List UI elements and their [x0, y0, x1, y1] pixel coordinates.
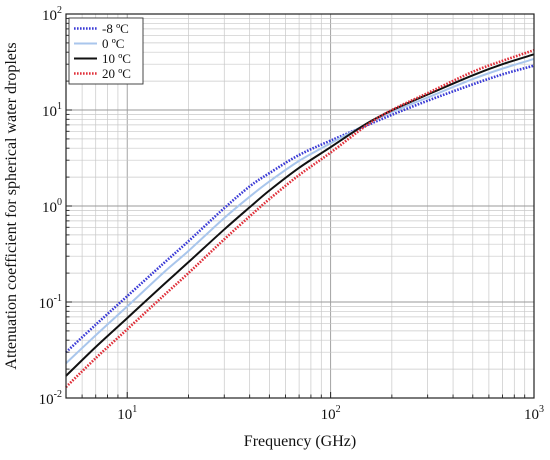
y-tick-label: 101	[42, 101, 62, 120]
x-axis-title: Frequency (GHz)	[244, 433, 356, 450]
y-tick-label: 100	[42, 197, 62, 216]
y-tick-label: 10-1	[39, 293, 62, 312]
data-series	[65, 48, 535, 388]
legend-label: 10 ºC	[102, 51, 131, 66]
series-line-3	[65, 53, 535, 377]
legend-label: 20 ºC	[102, 66, 131, 81]
legend-label: 0 ºC	[102, 36, 124, 51]
legend-label: -8 ºC	[102, 21, 129, 36]
axis-ticks: 101 102 103 10-2 10-1 100 101 102	[39, 5, 544, 423]
x-tick-label: 101	[117, 404, 137, 423]
y-axis-title: Attenuation coefficient for spherical wa…	[3, 42, 20, 369]
x-tick-label: 102	[321, 404, 341, 423]
series-line-2	[65, 58, 535, 364]
series-line-4	[65, 48, 535, 388]
y-tick-label: 10-2	[39, 389, 62, 408]
y-tick-label: 102	[42, 5, 62, 24]
x-tick-label: 103	[524, 404, 544, 423]
